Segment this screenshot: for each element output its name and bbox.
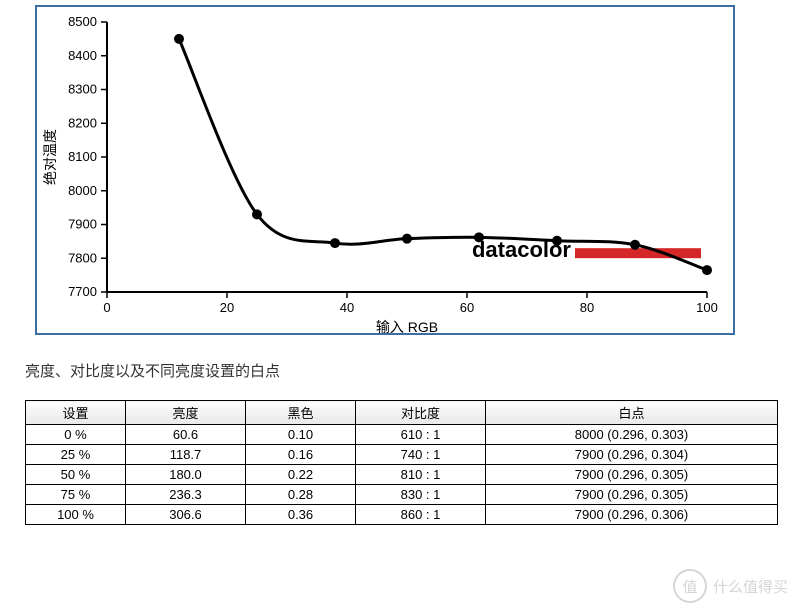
svg-text:输入 RGB: 输入 RGB [376, 319, 438, 335]
table-row: 50 %180.00.22810 : 17900 (0.296, 0.305) [26, 465, 778, 485]
table-column-header: 对比度 [356, 401, 486, 425]
table-cell: 0.16 [246, 445, 356, 465]
table-cell: 75 % [26, 485, 126, 505]
watermark-text: 什么值得买 [713, 576, 788, 597]
brightness-contrast-table: 设置亮度黑色对比度白点 0 %60.60.10610 : 18000 (0.29… [25, 400, 778, 525]
table-cell: 25 % [26, 445, 126, 465]
table-row: 0 %60.60.10610 : 18000 (0.296, 0.303) [26, 425, 778, 445]
table-column-header: 设置 [26, 401, 126, 425]
table-cell: 50 % [26, 465, 126, 485]
table-cell: 810 : 1 [356, 465, 486, 485]
svg-text:8100: 8100 [68, 149, 97, 164]
table-cell: 7900 (0.296, 0.305) [486, 465, 778, 485]
table-cell: 8000 (0.296, 0.303) [486, 425, 778, 445]
watermark-badge-icon: 值 [673, 569, 707, 603]
table-body: 0 %60.60.10610 : 18000 (0.296, 0.303)25 … [26, 425, 778, 525]
table-cell: 830 : 1 [356, 485, 486, 505]
svg-text:7900: 7900 [68, 217, 97, 232]
table-cell: 0.36 [246, 505, 356, 525]
table-cell: 7900 (0.296, 0.306) [486, 505, 778, 525]
table-cell: 60.6 [126, 425, 246, 445]
table-cell: 7900 (0.296, 0.304) [486, 445, 778, 465]
table-column-header: 白点 [486, 401, 778, 425]
color-temp-chart: 7700 7800 7900 8000 8100 8200 8300 8400 8500 0 20 4… [35, 5, 735, 335]
svg-text:100: 100 [696, 300, 718, 315]
table-cell: 236.3 [126, 485, 246, 505]
table-cell: 100 % [26, 505, 126, 525]
table-cell: 0 % [26, 425, 126, 445]
table-header: 设置亮度黑色对比度白点 [26, 401, 778, 425]
svg-text:60: 60 [460, 300, 474, 315]
svg-text:8300: 8300 [68, 82, 97, 97]
svg-text:7700: 7700 [68, 284, 97, 299]
svg-text:8200: 8200 [68, 115, 97, 130]
svg-text:8000: 8000 [68, 183, 97, 198]
table-cell: 0.28 [246, 485, 356, 505]
svg-text:8500: 8500 [68, 14, 97, 29]
svg-text:20: 20 [220, 300, 234, 315]
table-cell: 306.6 [126, 505, 246, 525]
table-column-header: 亮度 [126, 401, 246, 425]
watermark: 值 什么值得买 [673, 569, 788, 603]
table-cell: 0.22 [246, 465, 356, 485]
table-cell: 610 : 1 [356, 425, 486, 445]
svg-text:80: 80 [580, 300, 594, 315]
table-column-header: 黑色 [246, 401, 356, 425]
table-row: 25 %118.70.16740 : 17900 (0.296, 0.304) [26, 445, 778, 465]
table-cell: 0.10 [246, 425, 356, 445]
svg-text:40: 40 [340, 300, 354, 315]
svg-text:绝对温度: 绝对温度 [42, 129, 58, 185]
table-cell: 740 : 1 [356, 445, 486, 465]
svg-text:8400: 8400 [68, 48, 97, 63]
table-cell: 860 : 1 [356, 505, 486, 525]
table-row: 75 %236.30.28830 : 17900 (0.296, 0.305) [26, 485, 778, 505]
section-title: 亮度、对比度以及不同亮度设置的白点 [25, 360, 280, 381]
table-cell: 118.7 [126, 445, 246, 465]
table-cell: 180.0 [126, 465, 246, 485]
page-root: 7700 7800 7900 8000 8100 8200 8300 8400 8500 0 20 4… [0, 0, 800, 613]
table-row: 100 %306.60.36860 : 17900 (0.296, 0.306) [26, 505, 778, 525]
table-cell: 7900 (0.296, 0.305) [486, 485, 778, 505]
svg-text:7800: 7800 [68, 250, 97, 265]
svg-text:0: 0 [103, 300, 110, 315]
